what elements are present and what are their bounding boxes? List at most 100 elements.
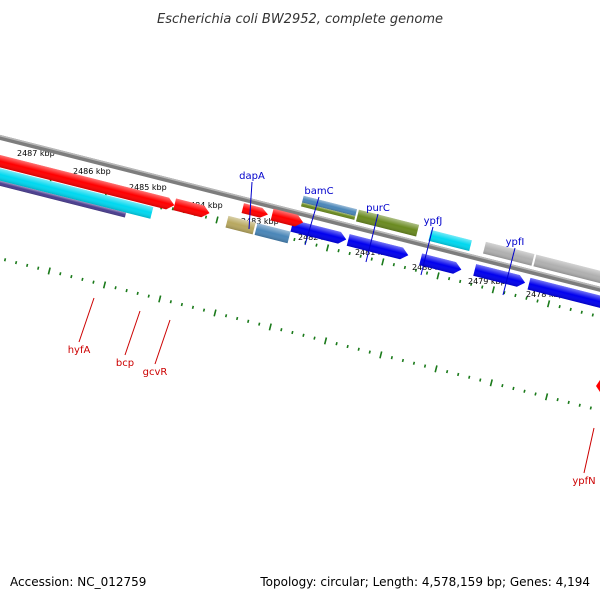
gene-ypfJ <box>483 241 535 266</box>
kbp-label: 2486 kbp <box>73 167 111 176</box>
gene-gcvR <box>254 223 291 244</box>
outer-tick <box>447 277 451 281</box>
gene-label-ypfN: ypfN <box>572 476 595 487</box>
leader-line <box>124 310 141 356</box>
gene-red-small-forward <box>173 198 210 218</box>
inner-tick <box>379 351 383 359</box>
gene-labels: dapA bamC purC ypfJ ypfI hyfA bcp gcvR y… <box>68 171 596 487</box>
genome-summary-text: Topology: circular; Length: 4,578,159 bp… <box>259 575 590 589</box>
kbp-label: 2485 kbp <box>129 183 167 192</box>
gene-label-ypfI: ypfI <box>506 237 525 248</box>
inner-tick <box>357 347 360 351</box>
inner-tick <box>479 378 482 382</box>
inner-tick <box>534 392 537 396</box>
inner-tick <box>169 300 172 304</box>
gene-dapA-olive <box>300 202 356 220</box>
outer-tick <box>514 293 517 298</box>
leader-line <box>304 196 320 246</box>
inner-tick <box>544 393 549 401</box>
outer-tick <box>171 207 174 211</box>
outer-tick <box>580 310 583 314</box>
inner-tick <box>3 258 7 262</box>
map-title: Escherichia coli BW2952, complete genome <box>157 12 443 27</box>
outer-tick <box>470 282 473 286</box>
inner-tick <box>489 379 493 387</box>
inner-tick <box>158 295 162 303</box>
gene-label-gcvR: gcvR <box>143 367 168 378</box>
backbone <box>0 127 600 310</box>
outer-tick <box>403 265 407 270</box>
inner-tick <box>26 263 29 268</box>
inner-tick-ring <box>3 258 592 410</box>
outer-tick <box>591 313 594 317</box>
inner-tick <box>313 336 316 340</box>
outer-tick <box>215 216 219 224</box>
gene-blue-1 <box>290 219 347 244</box>
leader-line <box>248 181 253 230</box>
gene-blue-5 <box>527 277 600 318</box>
gene-label-purC: purC <box>366 203 390 214</box>
gene-bcp-red <box>241 203 268 218</box>
inner-tick <box>268 323 272 331</box>
inner-tick <box>114 286 117 290</box>
inner-tick <box>302 333 305 337</box>
leader-line <box>78 297 95 343</box>
gene-dapA-steel <box>301 195 358 216</box>
outer-tick <box>459 279 462 284</box>
gene-hyf-forward <box>0 146 175 210</box>
gene-purC <box>428 230 472 252</box>
kbp-label: 2487 kbp <box>17 149 55 158</box>
outer-tick <box>337 249 340 253</box>
gene-bcp <box>225 215 256 235</box>
gene-label-ypfJ: ypfJ <box>424 216 443 227</box>
gene-bamC <box>356 209 420 237</box>
outer-tick <box>491 286 495 294</box>
gene-cyan-forward <box>0 159 154 219</box>
outer-tick <box>546 300 551 308</box>
gene-label-bcp: bcp <box>116 358 134 369</box>
gene-blue-3 <box>419 253 462 274</box>
gene-ypfI <box>533 254 600 296</box>
outer-tick <box>293 237 296 242</box>
kbp-label: 2483 kbp <box>241 217 279 226</box>
inner-tick <box>37 266 40 270</box>
inner-tick <box>147 294 150 298</box>
outer-tick <box>425 271 429 275</box>
kbp-label: 2478 kbp <box>526 290 564 299</box>
inner-tick <box>512 386 515 391</box>
outer-tick <box>325 244 330 252</box>
gene-navy-forward <box>0 170 127 218</box>
gene-ypfN <box>596 380 600 392</box>
outer-tick <box>348 251 351 256</box>
inner-tick <box>59 272 62 276</box>
outer-tick <box>536 299 539 303</box>
inner-tick <box>457 372 460 377</box>
inner-tick <box>578 403 581 407</box>
outer-tick <box>370 257 373 261</box>
outer-tick <box>481 285 484 289</box>
inner-tick <box>445 370 449 374</box>
inner-tick <box>280 328 283 332</box>
inner-tick <box>291 330 294 335</box>
inner-tick <box>523 389 526 393</box>
kbp-label: 2484 kbp <box>185 201 223 210</box>
inner-tick <box>70 274 73 279</box>
outer-tick <box>503 290 506 295</box>
inner-tick <box>102 281 107 289</box>
inner-tick <box>556 397 559 402</box>
gene-features <box>0 146 600 318</box>
leader-line <box>583 427 595 474</box>
outer-tick <box>436 272 440 280</box>
inner-tick <box>258 322 261 326</box>
inner-tick <box>390 356 394 360</box>
inner-tick <box>323 337 328 345</box>
inner-tick <box>468 375 471 379</box>
inner-tick <box>335 342 338 346</box>
inner-tick <box>224 314 228 318</box>
inner-tick <box>346 344 349 349</box>
inner-tick <box>434 365 438 373</box>
inner-tick <box>247 319 250 323</box>
inner-tick <box>213 309 217 317</box>
outer-tick <box>414 268 418 272</box>
inner-tick <box>92 280 95 284</box>
